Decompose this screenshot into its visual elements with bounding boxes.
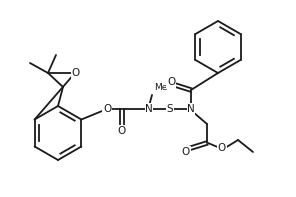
Text: O: O: [118, 126, 126, 136]
Text: O: O: [72, 68, 80, 78]
Text: O: O: [167, 77, 175, 87]
Text: O: O: [103, 104, 111, 114]
Text: O: O: [218, 143, 226, 153]
Text: Me: Me: [154, 83, 167, 92]
Text: S: S: [167, 104, 173, 114]
Text: O: O: [182, 147, 190, 157]
Text: N: N: [145, 104, 153, 114]
Text: N: N: [187, 104, 195, 114]
